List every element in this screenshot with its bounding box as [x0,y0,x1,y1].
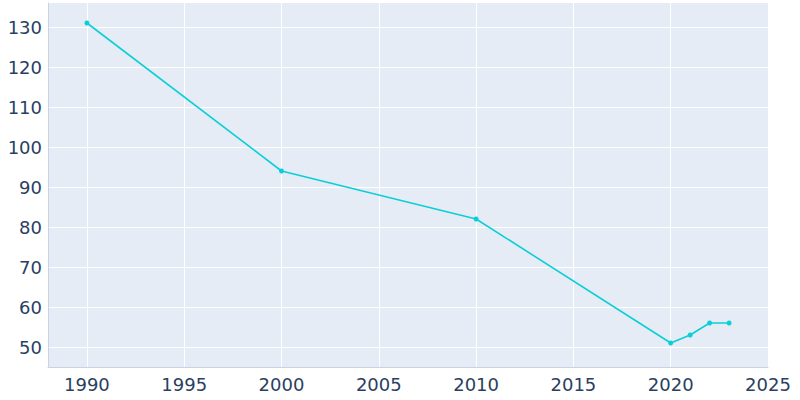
svg-text:1995: 1995 [161,374,207,395]
svg-text:2010: 2010 [453,374,499,395]
svg-text:2005: 2005 [356,374,402,395]
svg-text:90: 90 [19,177,42,198]
svg-text:110: 110 [8,97,42,118]
svg-text:2020: 2020 [648,374,694,395]
svg-text:100: 100 [8,137,42,158]
svg-text:60: 60 [19,297,42,318]
svg-text:2000: 2000 [259,374,305,395]
svg-text:80: 80 [19,217,42,238]
svg-text:130: 130 [8,17,42,38]
svg-text:70: 70 [19,257,42,278]
svg-text:120: 120 [8,57,42,78]
svg-text:2015: 2015 [550,374,596,395]
svg-text:1990: 1990 [64,374,110,395]
svg-text:50: 50 [19,337,42,358]
svg-text:2025: 2025 [745,374,791,395]
